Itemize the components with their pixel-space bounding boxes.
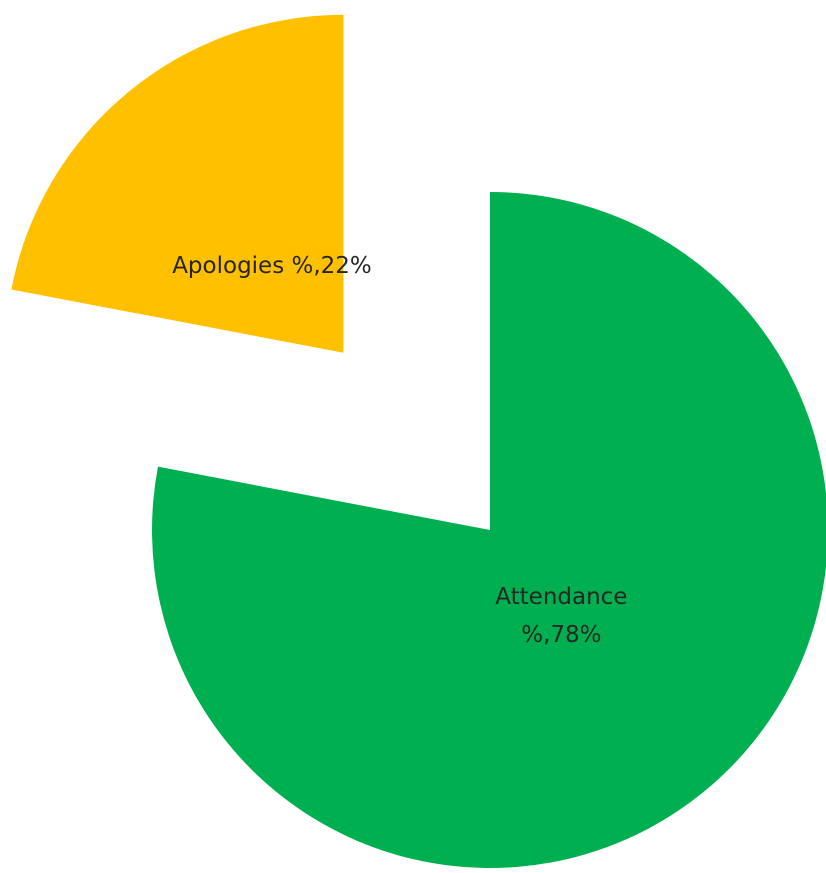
pie-slice — [152, 192, 826, 868]
pie-slice — [11, 14, 344, 353]
data-label: Apologies %,22% — [172, 253, 372, 280]
data-label: Attendance %,78% — [495, 584, 628, 649]
